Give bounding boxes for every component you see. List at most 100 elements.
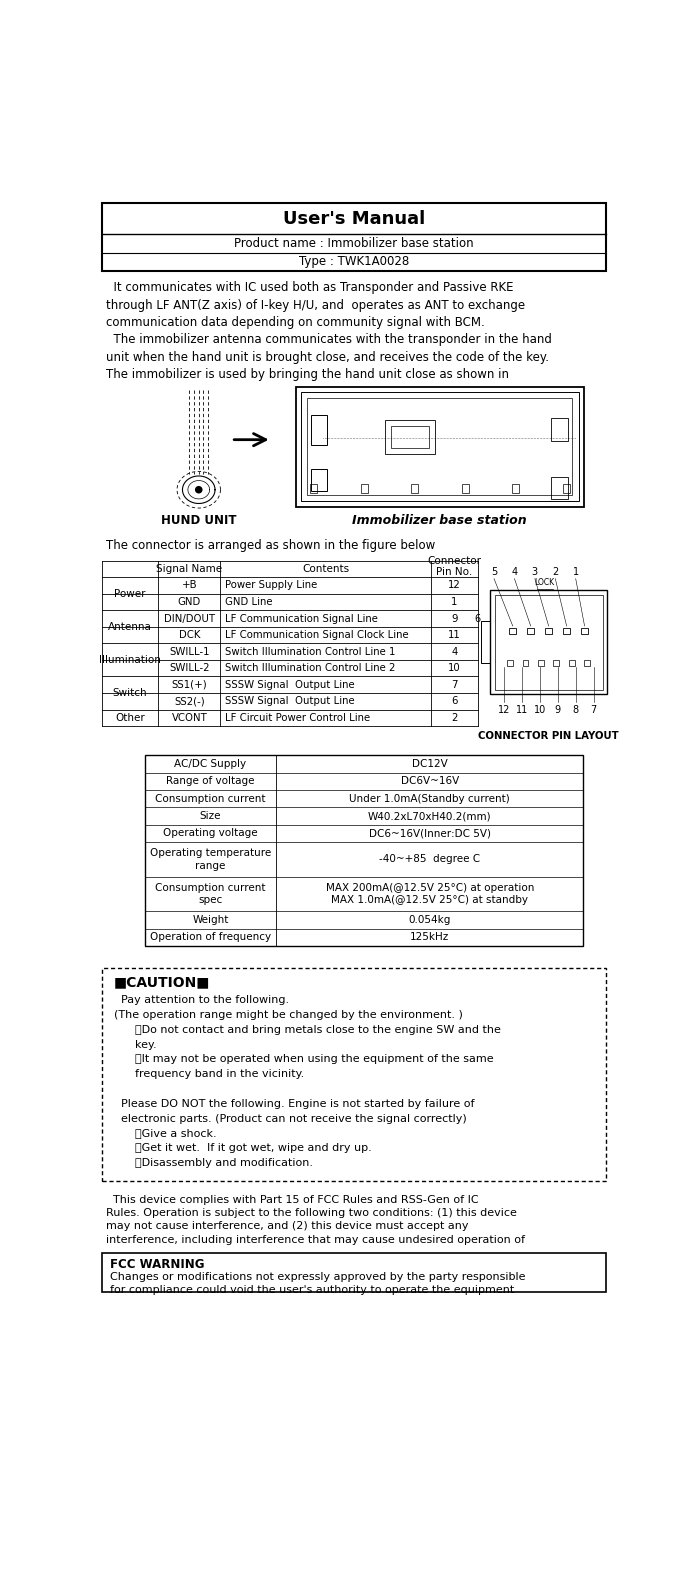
Text: 11: 11	[515, 705, 528, 715]
Bar	[385, 420, 435, 453]
Text: Consumption current
spec: Consumption current spec	[155, 883, 265, 905]
Text: This device complies with Part 15 of FCC Rules and RSS-Gen of IC
Rules. Operatio: This device complies with Part 15 of FCC…	[106, 1195, 524, 1244]
Text: Switch Illumination Control Line 1: Switch Illumination Control Line 1	[225, 647, 395, 656]
Circle shape	[196, 487, 202, 493]
Text: Weight: Weight	[192, 915, 229, 926]
Bar	[311, 469, 327, 490]
Bar	[538, 659, 544, 666]
Text: SWILL-2: SWILL-2	[169, 663, 209, 674]
Text: 9: 9	[451, 613, 457, 623]
Bar	[307, 398, 572, 495]
Bar	[581, 628, 588, 634]
Text: 11: 11	[448, 631, 461, 640]
Text: Under 1.0mA(Standby current): Under 1.0mA(Standby current)	[350, 794, 510, 804]
Text: 12: 12	[498, 705, 510, 715]
Text: 2: 2	[451, 713, 457, 723]
Bar	[102, 203, 607, 271]
Bar	[495, 594, 603, 689]
Text: 7: 7	[451, 680, 457, 689]
Text: DC6V~16V: DC6V~16V	[401, 777, 459, 786]
Bar	[462, 483, 469, 493]
Text: 7: 7	[590, 705, 596, 715]
Text: Power Supply Line: Power Supply Line	[225, 580, 317, 590]
Text: 1: 1	[573, 567, 579, 577]
Text: (The operation range might be changed by the environment. ): (The operation range might be changed by…	[113, 1010, 462, 1021]
Text: 4: 4	[451, 647, 457, 656]
Text: 12: 12	[448, 580, 461, 590]
Bar	[102, 1254, 607, 1292]
Text: User's Manual: User's Manual	[283, 209, 425, 228]
Text: Product name : Immobilizer base station: Product name : Immobilizer base station	[234, 236, 474, 250]
Text: ・It may not be operated when using the equipment of the same: ・It may not be operated when using the e…	[113, 1054, 493, 1065]
Bar	[569, 659, 575, 666]
Text: 6: 6	[451, 696, 457, 707]
Text: Please DO NOT the following. Engine is not started by failure of: Please DO NOT the following. Engine is n…	[113, 1098, 474, 1110]
Text: SS2(-): SS2(-)	[174, 696, 205, 707]
Text: SSSW Signal  Output Line: SSSW Signal Output Line	[225, 680, 354, 689]
Text: Switch: Switch	[113, 688, 147, 697]
Text: 10: 10	[448, 663, 461, 674]
Text: Range of voltage: Range of voltage	[166, 777, 254, 786]
Text: Power: Power	[115, 588, 146, 599]
Text: VCONT: VCONT	[171, 713, 207, 723]
Bar	[144, 756, 583, 946]
Bar	[563, 483, 570, 493]
Bar	[481, 621, 490, 663]
Text: 0.054kg: 0.054kg	[408, 915, 451, 926]
Bar	[513, 483, 520, 493]
Text: GND Line: GND Line	[225, 598, 273, 607]
Bar	[311, 415, 327, 445]
Text: CONNECTOR PIN LAYOUT: CONNECTOR PIN LAYOUT	[478, 731, 619, 740]
Bar	[310, 483, 317, 493]
Text: DC6~16V(Inner:DC 5V): DC6~16V(Inner:DC 5V)	[369, 829, 491, 838]
Text: 3: 3	[532, 567, 538, 577]
Bar	[551, 417, 569, 441]
Text: Changes or modifications not expressly approved by the party responsible
for com: Changes or modifications not expressly a…	[110, 1273, 525, 1295]
Text: Operating temperature
range: Operating temperature range	[150, 848, 271, 870]
Text: ・Give a shock.: ・Give a shock.	[113, 1129, 216, 1138]
Text: LF Communication Signal Clock Line: LF Communication Signal Clock Line	[225, 631, 408, 640]
Text: Consumption current: Consumption current	[155, 794, 265, 804]
Text: SWILL-1: SWILL-1	[169, 647, 209, 656]
Text: Pay attention to the following.: Pay attention to the following.	[113, 995, 289, 1005]
Bar	[391, 426, 429, 449]
Text: Illumination: Illumination	[100, 655, 161, 664]
Text: -40~+85  degree C: -40~+85 degree C	[379, 854, 480, 864]
Bar	[102, 967, 607, 1181]
Text: The immobilizer antenna communicates with the transponder in the hand
unit when : The immobilizer antenna communicates wit…	[106, 333, 551, 382]
Bar	[296, 387, 584, 507]
Bar	[551, 477, 569, 499]
Text: Type : TWK1A0028: Type : TWK1A0028	[299, 255, 409, 268]
Text: LF Circuit Power Control Line: LF Circuit Power Control Line	[225, 713, 370, 723]
Text: +B: +B	[182, 580, 197, 590]
Text: 125kHz: 125kHz	[410, 932, 449, 943]
Bar	[490, 590, 607, 694]
Bar	[563, 628, 570, 634]
Bar	[411, 483, 418, 493]
Text: Antenna: Antenna	[108, 621, 152, 632]
Bar	[522, 659, 529, 666]
Text: ・Do not contact and bring metals close to the engine SW and the: ・Do not contact and bring metals close t…	[113, 1025, 500, 1035]
Text: W40.2xL70xH40.2(mm): W40.2xL70xH40.2(mm)	[368, 812, 491, 821]
Text: DCK: DCK	[179, 631, 200, 640]
Text: 4: 4	[511, 567, 518, 577]
Bar	[545, 628, 552, 634]
Text: key.: key.	[113, 1040, 156, 1049]
Bar	[527, 628, 534, 634]
Bar	[507, 659, 513, 666]
Bar	[361, 483, 368, 493]
Text: DIN/DOUT: DIN/DOUT	[164, 613, 215, 623]
Text: SSSW Signal  Output Line: SSSW Signal Output Line	[225, 696, 354, 707]
Text: Other: Other	[115, 713, 145, 723]
Text: Size: Size	[200, 812, 221, 821]
Text: 8: 8	[573, 705, 578, 715]
Text: 2: 2	[552, 567, 558, 577]
Text: 9: 9	[555, 705, 560, 715]
Text: Immobilizer base station: Immobilizer base station	[352, 515, 527, 528]
Text: MAX 200mA(@12.5V 25°C) at operation
MAX 1.0mA(@12.5V 25°C) at standby: MAX 200mA(@12.5V 25°C) at operation MAX …	[325, 883, 534, 905]
Text: FCC WARNING: FCC WARNING	[110, 1258, 204, 1271]
Bar	[301, 391, 578, 501]
Bar	[553, 659, 559, 666]
Text: Connector
Pin No.: Connector Pin No.	[428, 556, 482, 577]
Bar	[584, 659, 590, 666]
